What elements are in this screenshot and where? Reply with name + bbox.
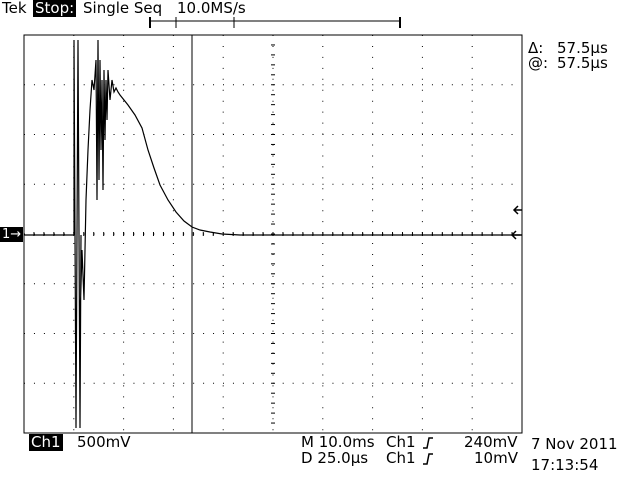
record-position-bar — [149, 17, 401, 28]
rising-edge-icon — [423, 437, 433, 449]
main-timebase-label: M 10.0ms — [301, 433, 375, 451]
acquisition-mode-label: Single Seq — [83, 0, 163, 17]
volts-per-div-label: 500mV — [77, 433, 131, 451]
time-label: 17:13:54 — [531, 456, 599, 474]
run-state-badge[interactable]: Stop: — [33, 0, 77, 17]
reference-level-arrow-icon[interactable] — [510, 230, 522, 240]
trigger-level-arrow-icon[interactable] — [512, 205, 522, 215]
trigger1-level-label: 240mV — [464, 433, 518, 451]
sample-rate-label: 10.0MS/s — [177, 0, 246, 17]
delta-value: 57.5µs — [557, 39, 608, 57]
delta-label: Δ: — [528, 39, 544, 57]
trigger2-source-label: Ch1 — [386, 449, 416, 467]
channel1-ground-marker[interactable]: 1→ — [0, 227, 24, 242]
channel-badge[interactable]: Ch1 — [29, 433, 63, 451]
at-label: @: — [528, 54, 549, 72]
graticule-grid — [23, 34, 523, 434]
delay-timebase-label: D 25.0µs — [301, 449, 369, 467]
date-label: 7 Nov 2011 — [531, 435, 618, 453]
trigger2-level-label: 10mV — [474, 449, 518, 467]
waveform-trace — [24, 39, 520, 429]
at-value: 57.5µs — [557, 54, 608, 72]
brand-label: Tek — [2, 0, 27, 17]
trigger1-source-label: Ch1 — [386, 433, 416, 451]
rising-edge-icon — [423, 453, 433, 465]
